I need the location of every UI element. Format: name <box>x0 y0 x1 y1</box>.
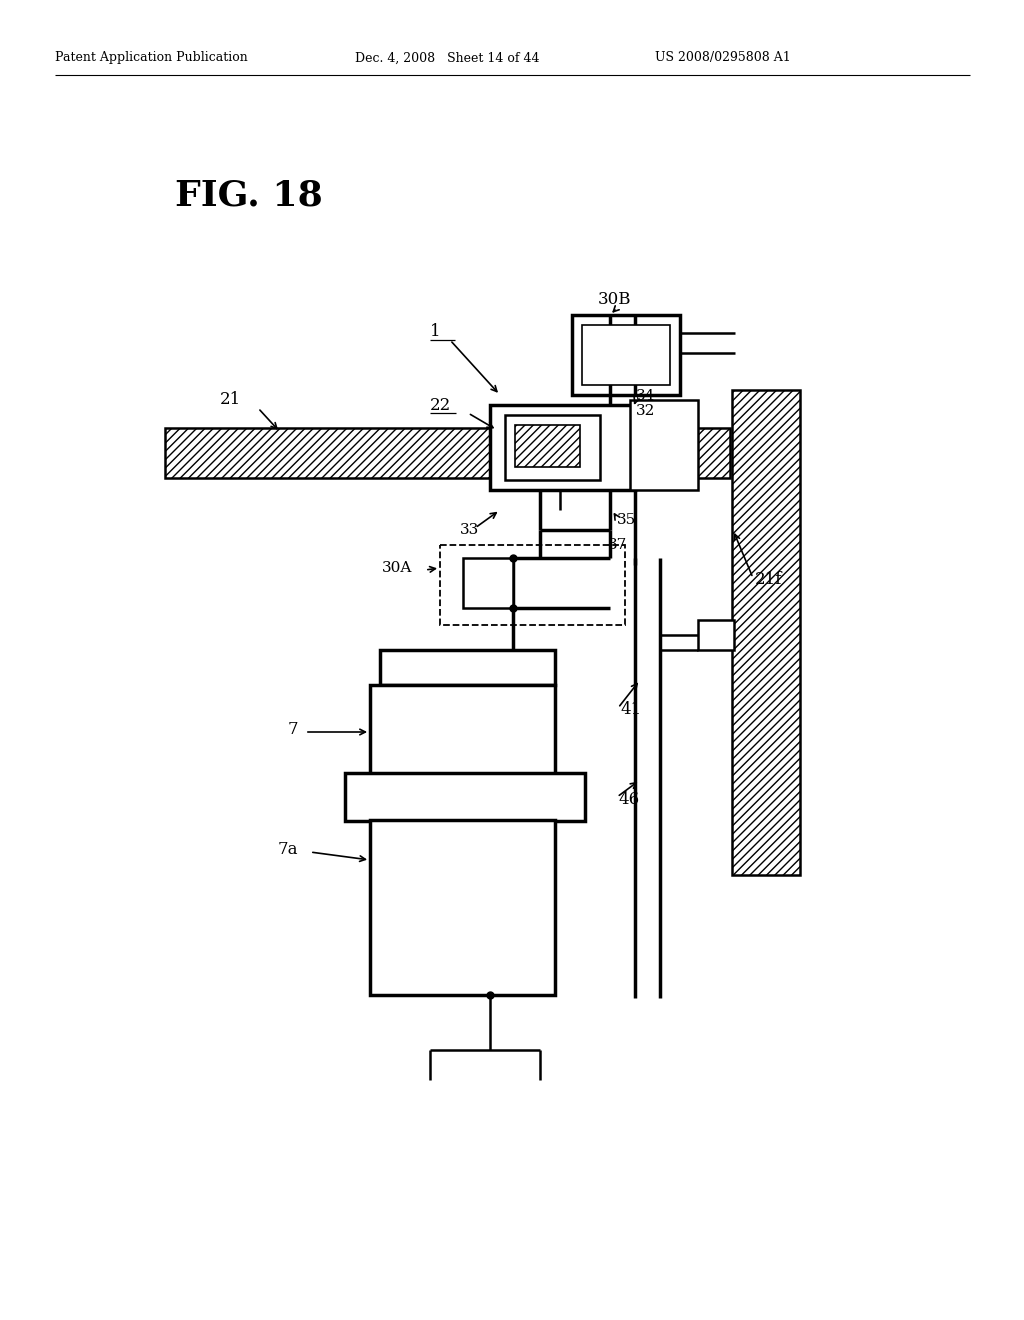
Bar <box>698 620 734 649</box>
Bar <box>165 428 730 478</box>
Bar <box>515 425 580 467</box>
Text: FIG. 18: FIG. 18 <box>175 178 323 213</box>
Text: 30B: 30B <box>598 292 632 309</box>
Bar <box>345 774 585 821</box>
Bar <box>572 315 680 395</box>
Text: 41: 41 <box>620 701 641 718</box>
Bar <box>370 820 555 995</box>
Text: 35: 35 <box>617 513 636 527</box>
Bar <box>440 545 625 624</box>
Bar <box>582 325 670 385</box>
Text: 21: 21 <box>220 392 242 408</box>
Bar <box>380 649 555 685</box>
Bar <box>630 400 698 490</box>
Text: 21f: 21f <box>755 572 782 589</box>
Text: Patent Application Publication: Patent Application Publication <box>55 51 248 65</box>
Text: 22: 22 <box>430 396 452 413</box>
Text: 46: 46 <box>618 792 639 808</box>
Text: 1: 1 <box>430 323 440 341</box>
Text: 7a: 7a <box>278 842 299 858</box>
Bar <box>505 414 600 480</box>
Bar <box>370 685 555 800</box>
Text: 30A: 30A <box>382 561 413 576</box>
Text: 33: 33 <box>460 523 479 537</box>
Bar <box>732 389 800 875</box>
Text: 32: 32 <box>636 404 655 418</box>
Text: Dec. 4, 2008   Sheet 14 of 44: Dec. 4, 2008 Sheet 14 of 44 <box>355 51 540 65</box>
Text: 37: 37 <box>608 539 628 552</box>
Text: 34: 34 <box>636 389 655 403</box>
Text: 7: 7 <box>288 722 299 738</box>
Bar <box>490 405 635 490</box>
Bar <box>463 558 513 609</box>
Text: US 2008/0295808 A1: US 2008/0295808 A1 <box>655 51 791 65</box>
